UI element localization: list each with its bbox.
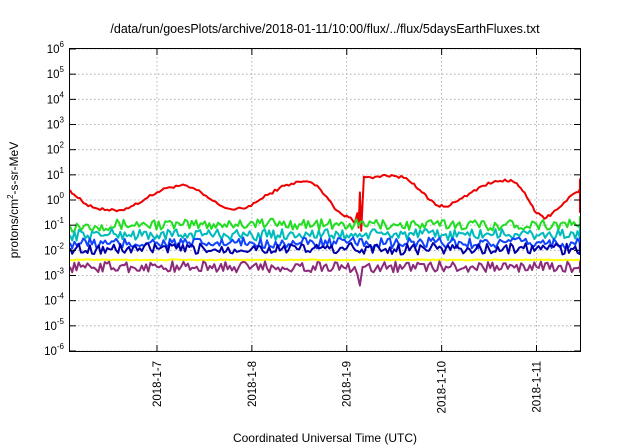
series-line-6 [69, 258, 581, 262]
x-tick-label: 2018-1-8 [247, 361, 259, 407]
y-tick-base: 10 [47, 69, 60, 81]
series-line-1 [69, 173, 581, 232]
y-tick-exp: 6 [60, 40, 65, 49]
y-tick-base: 10 [47, 195, 60, 207]
y-tick-base: 10 [47, 94, 60, 106]
y-axis-label-prefix: protons/cm [7, 199, 21, 258]
y-tick-base: 10 [44, 346, 57, 358]
chart-title: /data/run/goesPlots/archive/2018-01-11/1… [110, 22, 540, 36]
y-tick-exp: -5 [57, 317, 65, 326]
y-tick-label: 103 [47, 116, 65, 132]
y-tick-exp: 2 [60, 141, 65, 150]
y-tick-exp: -4 [57, 292, 65, 301]
x-axis-label: Coordinated Universal Time (UTC) [233, 431, 417, 445]
y-axis-label-suffix: -s-sr-MeV [7, 142, 21, 195]
x-tick-label: 2018-1-10 [437, 361, 449, 413]
y-axis-label-sup: 2 [6, 194, 15, 199]
y-tick-label: 10-1 [44, 216, 64, 232]
y-tick-labels: 10-610-510-410-310-210-11001011021031041… [44, 40, 64, 358]
y-tick-label: 10-5 [44, 317, 64, 333]
y-tick-base: 10 [44, 321, 57, 333]
y-tick-exp: 5 [60, 65, 65, 74]
x-tick-label: 2018-1-11 [532, 361, 544, 413]
x-tick-label: 2018-1-7 [152, 361, 164, 407]
series-line-7 [69, 260, 581, 287]
grid [70, 48, 580, 352]
y-tick-exp: 0 [60, 191, 65, 200]
series-line-5 [69, 242, 581, 256]
series-line-2 [69, 216, 581, 233]
series-line-3 [69, 226, 581, 242]
plot-frame [69, 48, 581, 352]
y-tick-label: 10-2 [44, 241, 64, 257]
y-tick-base: 10 [44, 296, 57, 308]
y-tick-base: 10 [47, 145, 60, 157]
y-tick-label: 106 [47, 40, 65, 56]
y-tick-base: 10 [44, 245, 57, 257]
x-tick-label: 2018-1-9 [342, 361, 354, 407]
y-tick-base: 10 [44, 220, 57, 232]
y-tick-exp: 3 [60, 116, 65, 125]
y-axis-label: protons/cm2-s-sr-MeV [6, 142, 21, 258]
y-tick-base: 10 [47, 120, 60, 132]
y-tick-base: 10 [47, 44, 60, 56]
series-group [69, 173, 581, 287]
y-tick-label: 10-6 [44, 342, 64, 358]
y-tick-label: 101 [47, 166, 65, 182]
y-tick-base: 10 [44, 271, 57, 283]
y-tick-label: 104 [47, 90, 65, 106]
y-tick-exp: -3 [57, 267, 65, 276]
y-tick-label: 10-4 [44, 292, 64, 308]
y-tick-exp: -6 [57, 342, 65, 351]
x-tick-labels: 2018-1-7 2018-1-8 2018-1-9 2018-1-10 2018-1-… [152, 361, 544, 413]
y-tick-label: 102 [47, 141, 65, 157]
y-tick-label: 100 [47, 191, 65, 207]
y-tick-label: 105 [47, 65, 65, 81]
y-tick-exp: -1 [57, 216, 65, 225]
y-tick-exp: 1 [60, 166, 65, 175]
y-tick-label: 10-3 [44, 267, 64, 283]
y-tick-exp: -2 [57, 241, 65, 250]
y-tick-exp: 4 [60, 90, 65, 99]
axis-ticks [70, 48, 580, 352]
y-tick-base: 10 [47, 170, 60, 182]
